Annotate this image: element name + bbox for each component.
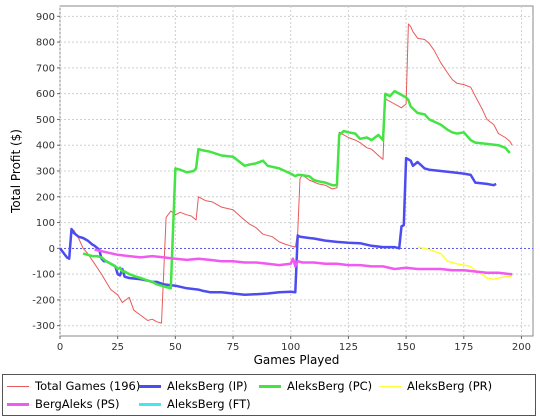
series-line-bergaleks-ps <box>94 248 513 276</box>
x-tick-label: 200 <box>512 342 531 353</box>
y-tick-label: 800 <box>36 38 55 49</box>
x-tick-label: 75 <box>227 342 240 353</box>
x-tick-label: 175 <box>454 342 473 353</box>
legend-item-aleksberg-pr[interactable]: AleksBerg (PR) <box>379 379 492 393</box>
legend-item-bergaleks-ps[interactable]: BergAleks (PS) <box>7 397 119 411</box>
legend-label: AleksBerg (PR) <box>407 379 493 393</box>
x-tick-label: 100 <box>281 342 300 353</box>
chart-canvas: 0 25 50 75 100 125 150 175 200 -300 -200 -100 0 100 20… <box>9 5 534 367</box>
y-tick-label: 100 <box>36 218 55 229</box>
y-tick-label: 900 <box>36 12 55 23</box>
series-line-aleksberg-pc <box>82 89 511 290</box>
x-axis-title: Games Played <box>254 353 340 367</box>
axis-ticks: 0 25 50 75 100 125 150 175 200 -300 -200 -100 0 100 20… <box>32 12 531 353</box>
legend-swatch <box>7 402 29 406</box>
y-tick-label: 700 <box>36 63 55 74</box>
x-tick-label: 125 <box>339 342 358 353</box>
legend-item-total-games[interactable]: Total Games (196) <box>7 379 140 393</box>
legend: Total Games (196) AleksBerg (IP) AleksBe… <box>2 374 536 416</box>
series-layer <box>59 23 513 324</box>
y-tick-label: 200 <box>36 192 55 203</box>
legend-item-aleksberg-ft[interactable]: AleksBerg (FT) <box>139 397 251 411</box>
y-tick-label: 600 <box>36 89 55 100</box>
y-tick-label: 500 <box>36 115 55 126</box>
legend-label: AleksBerg (IP) <box>167 379 248 393</box>
y-tick-label: -300 <box>32 321 55 332</box>
legend-swatch <box>139 384 161 388</box>
x-tick-label: 25 <box>111 342 124 353</box>
legend-label: BergAleks (PS) <box>35 397 120 411</box>
y-tick-label: 300 <box>36 167 55 178</box>
x-tick-label: 0 <box>57 342 63 353</box>
series-line-aleksberg-pr <box>417 246 513 281</box>
legend-label: AleksBerg (FT) <box>167 397 251 411</box>
x-tick-label: 50 <box>169 342 182 353</box>
x-tick-label: 150 <box>397 342 416 353</box>
y-tick-label: -100 <box>32 270 55 281</box>
legend-swatch <box>259 384 281 388</box>
legend-swatch <box>379 385 401 387</box>
y-axis-title: Total Profit ($) <box>9 129 23 214</box>
y-tick-label: 0 <box>49 244 55 255</box>
legend-label: Total Games (196) <box>35 379 141 393</box>
legend-swatch <box>7 385 29 387</box>
series-line-total-games-196 <box>59 23 513 324</box>
legend-label: AleksBerg (PC) <box>287 379 373 393</box>
y-tick-label: 400 <box>36 141 55 152</box>
legend-swatch <box>139 402 161 406</box>
y-tick-label: -200 <box>32 295 55 306</box>
legend-item-aleksberg-pc[interactable]: AleksBerg (PC) <box>259 379 372 393</box>
legend-item-aleksberg-ip[interactable]: AleksBerg (IP) <box>139 379 248 393</box>
